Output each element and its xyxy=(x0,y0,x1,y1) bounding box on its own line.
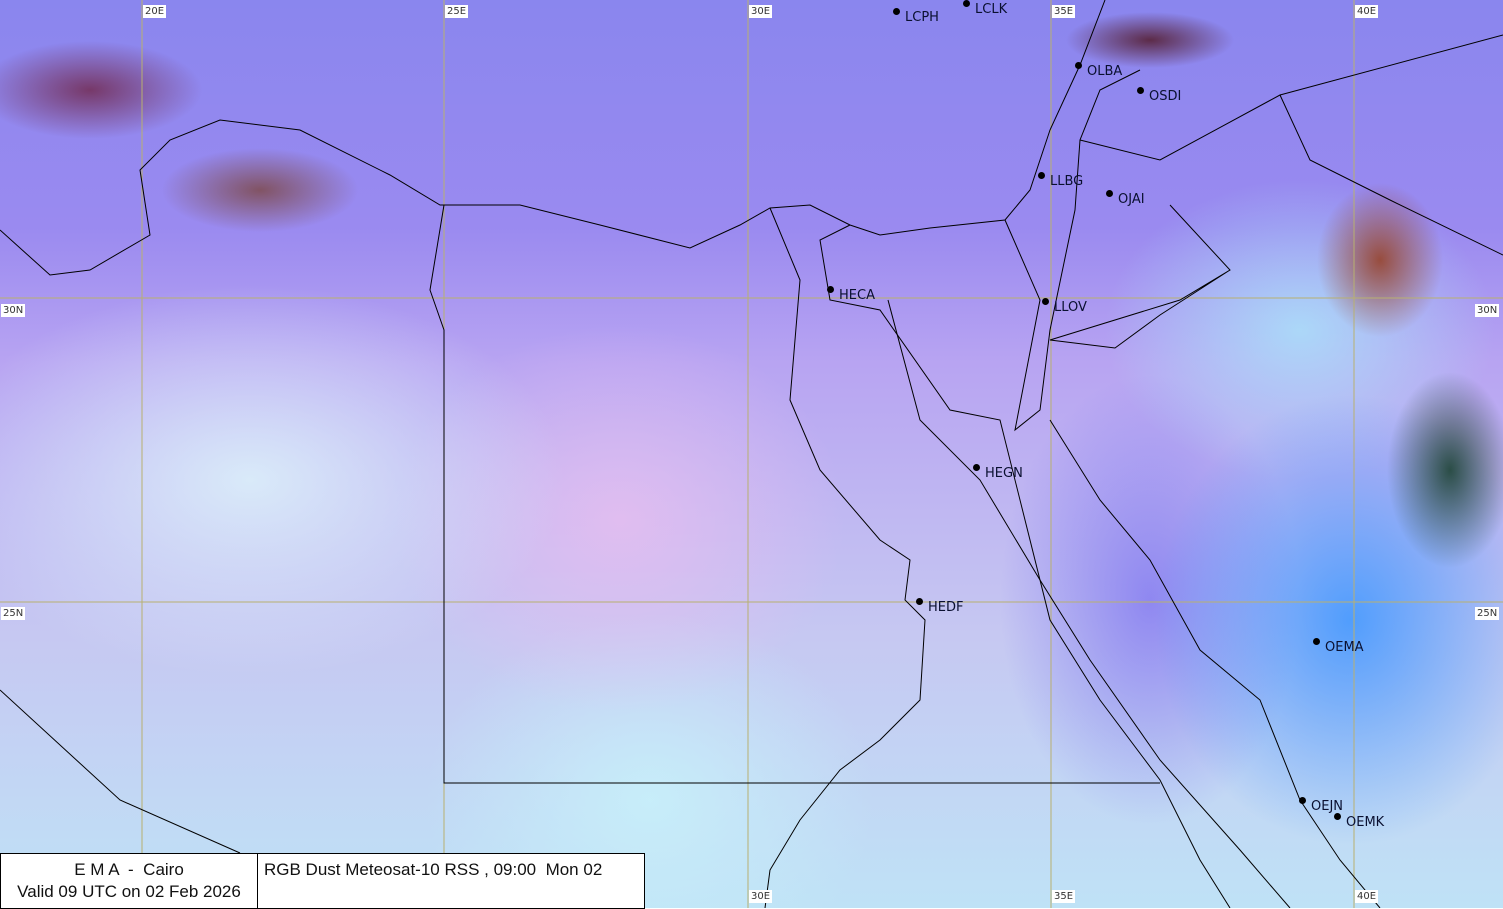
station-label: LCPH xyxy=(905,10,939,25)
station-label: LLBG xyxy=(1050,174,1084,189)
lon-label: 40E xyxy=(1355,5,1379,18)
station-dot xyxy=(1075,62,1082,69)
station-dot xyxy=(963,0,970,7)
station-label: HEDF xyxy=(928,600,964,615)
lat-label: 30N xyxy=(1475,304,1500,317)
lon-label: 35E xyxy=(1052,5,1076,18)
station-label: OEMA xyxy=(1325,640,1364,655)
lon-label: 35E xyxy=(1052,890,1076,903)
station-dot xyxy=(1042,298,1049,305)
lon-label: 30E xyxy=(749,5,773,18)
station-dot xyxy=(1334,813,1341,820)
station-dot xyxy=(1137,87,1144,94)
lat-label: 25N xyxy=(1475,607,1500,620)
legend-org: E M A - Cairo xyxy=(74,860,184,879)
station-label: OSDI xyxy=(1149,89,1182,104)
station-dot xyxy=(1313,638,1320,645)
station-label: HECA xyxy=(839,288,875,303)
station-dot xyxy=(827,286,834,293)
station-label: OLBA xyxy=(1087,64,1123,79)
station-dot xyxy=(1106,190,1113,197)
station-label: HEGN xyxy=(985,466,1023,481)
legend-box: E M A - Cairo Valid 09 UTC on 02 Feb 202… xyxy=(0,853,645,909)
station-dot xyxy=(973,464,980,471)
lon-label: 25E xyxy=(445,5,469,18)
station-dot xyxy=(1299,797,1306,804)
station-label: OEMK xyxy=(1346,815,1385,830)
station-label: OEJN xyxy=(1311,799,1344,814)
legend-valid: Valid 09 UTC on 02 Feb 2026 xyxy=(17,882,241,901)
lon-label: 20E xyxy=(143,5,167,18)
lon-label: 40E xyxy=(1355,890,1379,903)
lat-label: 30N xyxy=(1,304,26,317)
legend-title: RGB Dust Meteosat-10 RSS , 09:00 Mon 02 xyxy=(264,860,603,879)
station-dot xyxy=(893,8,900,15)
station-label: LCLK xyxy=(975,2,1008,17)
lon-label: 30E xyxy=(749,890,773,903)
station-dot xyxy=(1038,172,1045,179)
lat-label: 25N xyxy=(1,607,26,620)
station-label: OJAI xyxy=(1118,192,1145,207)
station-label: LLOV xyxy=(1054,300,1087,315)
station-dot xyxy=(916,598,923,605)
